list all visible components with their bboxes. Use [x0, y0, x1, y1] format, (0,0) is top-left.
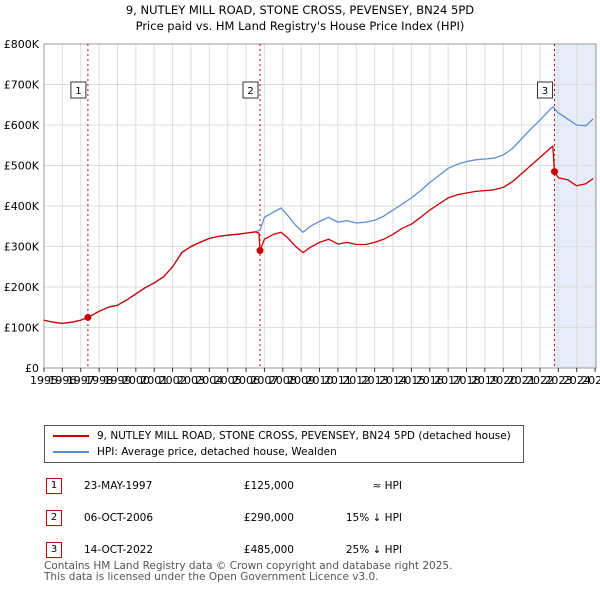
x-tick-label: 2017: [434, 374, 462, 387]
table-row: 1 23-MAY-1997 £125,000 ≈ HPI: [40, 470, 402, 502]
sale-date: 23-MAY-1997: [84, 480, 153, 492]
x-tick-label: 2003: [177, 374, 205, 387]
y-tick-label: £400K: [4, 200, 40, 213]
sale-point: [550, 168, 558, 176]
sale-marker-text: 1: [75, 86, 81, 97]
sale-marker-label: 1: [46, 478, 62, 494]
table-row: 2 06-OCT-2006 £290,000 15% ↓ HPI: [40, 502, 402, 534]
footer-line-2: This data is licensed under the Open Gov…: [44, 571, 379, 583]
price-chart: 9, NUTLEY MILL ROAD, STONE CROSS, PEVENS…: [4, 3, 600, 387]
sale-point: [84, 313, 92, 321]
x-tick-label: 2008: [269, 374, 297, 387]
x-tick-label: 2023: [544, 374, 572, 387]
x-tick-label: 2021: [508, 374, 536, 387]
y-tick-label: £500K: [4, 160, 40, 173]
x-tick-label: 2009: [287, 374, 315, 387]
x-tick-label: 1998: [85, 374, 113, 387]
x-tick-label: 2016: [416, 374, 444, 387]
y-tick-label: £0: [25, 362, 39, 375]
sales-table: 1 23-MAY-1997 £125,000 ≈ HPI 2 06-OCT-20…: [40, 470, 402, 566]
legend: 9, NUTLEY MILL ROAD, STONE CROSS, PEVENS…: [44, 425, 524, 463]
y-tick-label: £300K: [4, 241, 40, 254]
table-row: 3 14-OCT-2022 £485,000 25% ↓ HPI: [40, 534, 402, 566]
footer-line-1: Contains HM Land Registry data © Crown c…: [44, 560, 453, 572]
x-tick-label: 2010: [306, 374, 334, 387]
x-tick-label: 2000: [122, 374, 150, 387]
sale-marker-box: [70, 81, 87, 99]
x-tick-label: 2019: [471, 374, 499, 387]
legend-hpi-label: HPI: Average price, detached house, Weal…: [97, 446, 337, 458]
x-tick-label: 2025: [581, 374, 600, 387]
sale-hpi: 25% ↓ HPI: [345, 544, 402, 556]
x-tick-label: 1997: [67, 374, 95, 387]
legend-hpi-swatch: [53, 451, 89, 453]
x-tick-label: 2011: [324, 374, 352, 387]
footer: Contains HM Land Registry data © Crown c…: [44, 561, 452, 583]
sale-marker-text: 2: [247, 86, 253, 97]
x-tick-label: 2004: [195, 374, 223, 387]
sale-point: [256, 247, 264, 255]
x-tick-label: 2022: [526, 374, 554, 387]
legend-hpi: HPI: Average price, detached house, Weal…: [53, 445, 337, 459]
x-tick-label: 1996: [48, 374, 76, 387]
sale-date: 14-OCT-2022: [84, 544, 153, 556]
x-tick-label: 1995: [30, 374, 58, 387]
sale-price: £485,000: [243, 544, 294, 556]
sale-hpi: 15% ↓ HPI: [345, 512, 402, 524]
sale-marker-box: [536, 81, 553, 99]
sale-price: £290,000: [243, 512, 294, 524]
sale-price: £125,000: [243, 480, 294, 492]
property-price-line: [43, 145, 594, 325]
legend-property-swatch: [53, 435, 89, 437]
y-tick-label: £800K: [4, 38, 40, 51]
x-tick-label: 2001: [140, 374, 168, 387]
x-tick-label: 2014: [379, 374, 407, 387]
chart-title: 9, NUTLEY MILL ROAD, STONE CROSS, PEVENS…: [126, 3, 474, 17]
x-tick-label: 2005: [214, 374, 242, 387]
x-tick-label: 2002: [159, 374, 187, 387]
sale-marker-label: 3: [46, 542, 62, 558]
sale-marker-label: 2: [46, 510, 62, 526]
sale-hpi: ≈ HPI: [372, 480, 402, 492]
legend-property-label: 9, NUTLEY MILL ROAD, STONE CROSS, PEVENS…: [97, 430, 511, 442]
x-tick-label: 2015: [397, 374, 425, 387]
x-tick-label: 2006: [232, 374, 260, 387]
legend-property: 9, NUTLEY MILL ROAD, STONE CROSS, PEVENS…: [53, 429, 511, 443]
y-tick-label: £200K: [4, 281, 40, 294]
x-tick-label: 2020: [489, 374, 517, 387]
sale-date: 06-OCT-2006: [84, 512, 153, 524]
y-tick-label: £600K: [4, 119, 40, 132]
x-tick-label: 2012: [342, 374, 370, 387]
y-tick-label: £700K: [4, 79, 40, 92]
sale-marker-box: [242, 81, 259, 99]
y-tick-label: £100K: [4, 322, 40, 335]
x-tick-label: 2013: [361, 374, 389, 387]
x-tick-label: 2018: [452, 374, 480, 387]
sale-marker-text: 3: [542, 86, 548, 97]
x-tick-label: 2007: [250, 374, 278, 387]
x-tick-label: 2024: [563, 374, 591, 387]
x-tick-label: 1999: [103, 374, 131, 387]
chart-subtitle: Price paid vs. HM Land Registry's House …: [136, 19, 465, 33]
